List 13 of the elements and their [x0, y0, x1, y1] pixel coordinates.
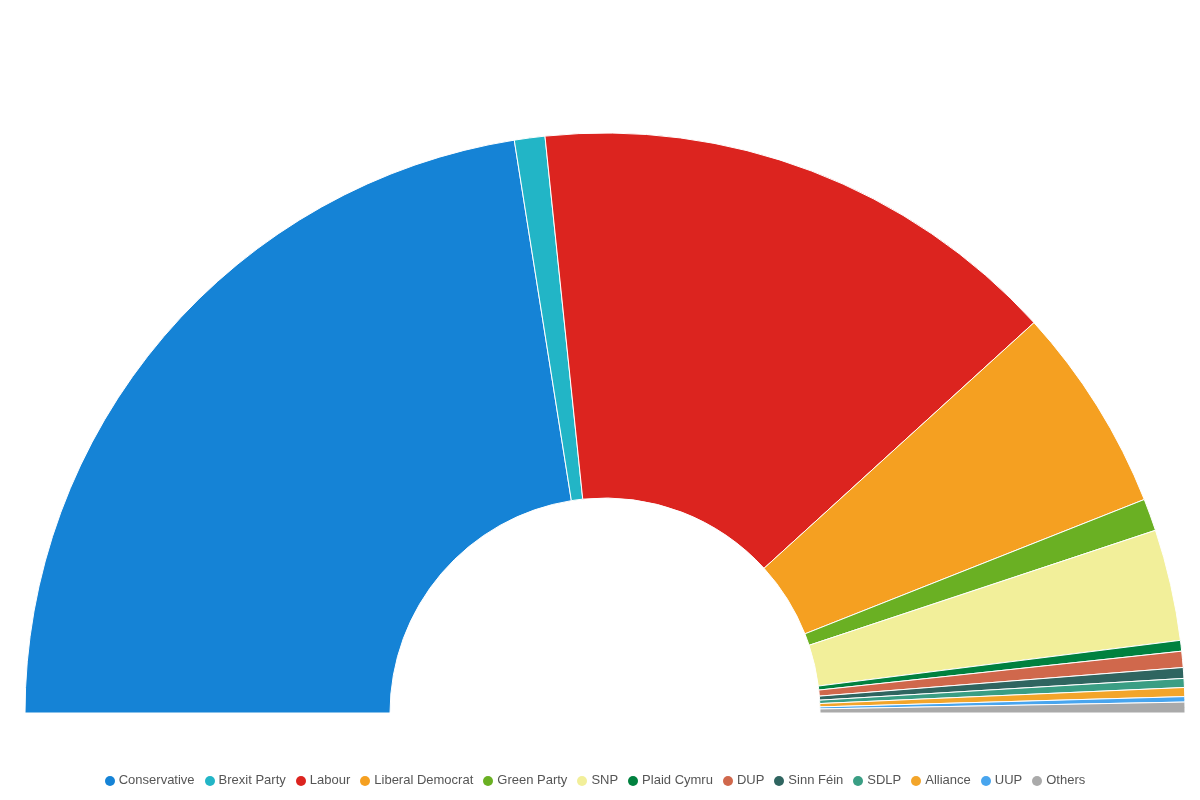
legend-label: Labour [309, 772, 351, 787]
legend-label: Conservative [118, 772, 195, 787]
legend-label: SNP [591, 772, 619, 787]
legend-label: Sinn Féin [788, 772, 844, 787]
legend-label: SDLP [867, 772, 902, 787]
legend-label: Brexit Party [218, 772, 286, 787]
legend-label: Liberal Democrat [374, 772, 474, 787]
legend-label: Alliance [925, 772, 971, 787]
legend-label: UUP [994, 772, 1023, 787]
legend-label: Plaid Cymru [642, 772, 713, 787]
legend-label: Green Party [497, 772, 568, 787]
legend-label: DUP [736, 772, 765, 787]
legend-label: Others [1046, 772, 1086, 787]
